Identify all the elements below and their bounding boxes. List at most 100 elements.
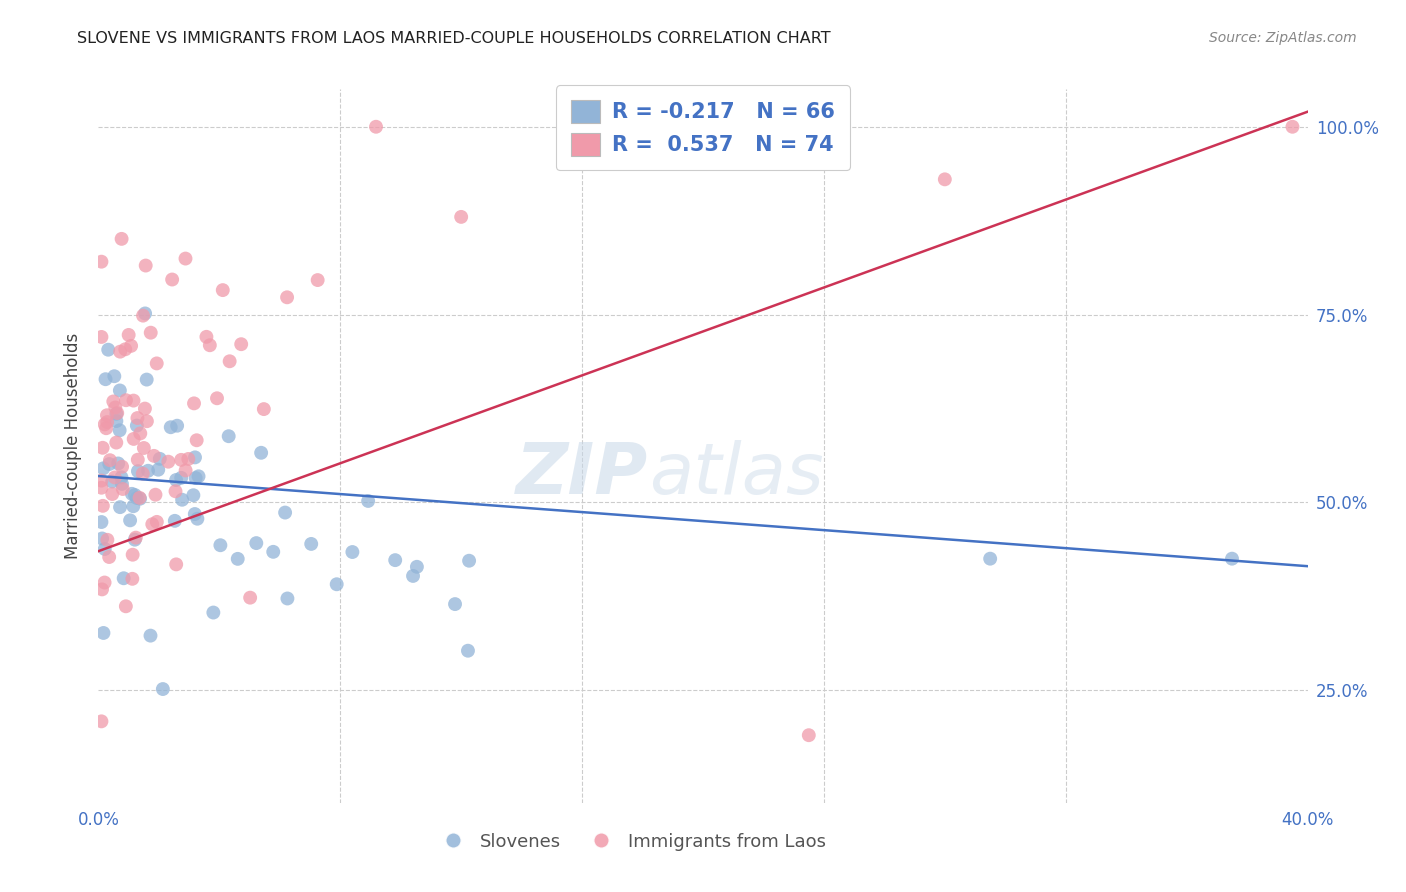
Point [1220, 551, 1243, 566]
Point [136, 464, 159, 478]
Point [125, 531, 148, 545]
Point [134, 306, 156, 320]
Point [108, 423, 131, 437]
Point [143, 449, 166, 463]
Point [101, 487, 124, 501]
Point [128, 491, 150, 505]
Point [357, 494, 380, 508]
Point [125, 418, 148, 433]
Point [96, 421, 118, 435]
Y-axis label: Married-couple Households: Married-couple Households [65, 333, 83, 559]
Point [797, 728, 820, 742]
Point [218, 429, 240, 443]
Point [1281, 120, 1303, 134]
Point [103, 394, 125, 409]
Point [384, 553, 406, 567]
Point [139, 629, 162, 643]
Point [120, 339, 142, 353]
Point [132, 441, 155, 455]
Point [98, 457, 121, 471]
Point [97, 343, 120, 357]
Point [111, 476, 134, 491]
Point [90, 330, 112, 344]
Point [146, 515, 169, 529]
Point [239, 591, 262, 605]
Point [115, 599, 138, 614]
Point [157, 455, 180, 469]
Point [406, 559, 429, 574]
Point [90, 714, 112, 729]
Point [121, 487, 143, 501]
Point [118, 327, 141, 342]
Point [245, 536, 267, 550]
Point [170, 471, 193, 485]
Point [129, 426, 152, 441]
Point [94, 541, 117, 556]
Point [110, 470, 132, 484]
Point [96, 409, 118, 423]
Point [90, 254, 112, 268]
Point [299, 537, 322, 551]
Point [195, 330, 218, 344]
Point [104, 470, 127, 484]
Point [165, 558, 187, 572]
Point [127, 411, 149, 425]
Point [115, 393, 138, 408]
Point [979, 551, 1001, 566]
Point [111, 459, 134, 474]
Point [274, 506, 297, 520]
Point [94, 372, 117, 386]
Point [107, 457, 129, 471]
Point [174, 463, 197, 477]
Point [135, 373, 157, 387]
Point [205, 391, 228, 405]
Point [253, 402, 276, 417]
Point [122, 432, 145, 446]
Point [163, 514, 186, 528]
Point [209, 538, 232, 552]
Point [91, 532, 114, 546]
Point [124, 533, 146, 547]
Point [202, 606, 225, 620]
Point [135, 414, 157, 428]
Point [141, 517, 163, 532]
Point [121, 548, 143, 562]
Text: SLOVENE VS IMMIGRANTS FROM LAOS MARRIED-COUPLE HOUSEHOLDS CORRELATION CHART: SLOVENE VS IMMIGRANTS FROM LAOS MARRIED-… [77, 31, 831, 46]
Point [159, 420, 181, 434]
Point [186, 512, 208, 526]
Point [101, 475, 124, 489]
Text: Source: ZipAtlas.com: Source: ZipAtlas.com [1209, 31, 1357, 45]
Point [129, 491, 152, 506]
Point [183, 488, 205, 502]
Point [218, 354, 240, 368]
Point [134, 401, 156, 416]
Point [91, 441, 114, 455]
Point [96, 533, 118, 547]
Point [226, 552, 249, 566]
Point [132, 309, 155, 323]
Point [170, 453, 193, 467]
Point [457, 643, 479, 657]
Point [110, 232, 132, 246]
Point [93, 626, 115, 640]
Point [127, 464, 149, 478]
Point [174, 252, 197, 266]
Point [145, 356, 167, 370]
Point [450, 210, 472, 224]
Point [145, 488, 167, 502]
Point [165, 484, 187, 499]
Point [108, 384, 131, 398]
Point [184, 507, 207, 521]
Point [149, 451, 172, 466]
Point [114, 343, 136, 357]
Point [120, 513, 142, 527]
Point [127, 452, 149, 467]
Point [98, 549, 121, 564]
Point [122, 393, 145, 408]
Point [121, 572, 143, 586]
Point [187, 469, 209, 483]
Point [458, 554, 481, 568]
Point [198, 338, 221, 352]
Point [211, 283, 233, 297]
Point [104, 401, 127, 415]
